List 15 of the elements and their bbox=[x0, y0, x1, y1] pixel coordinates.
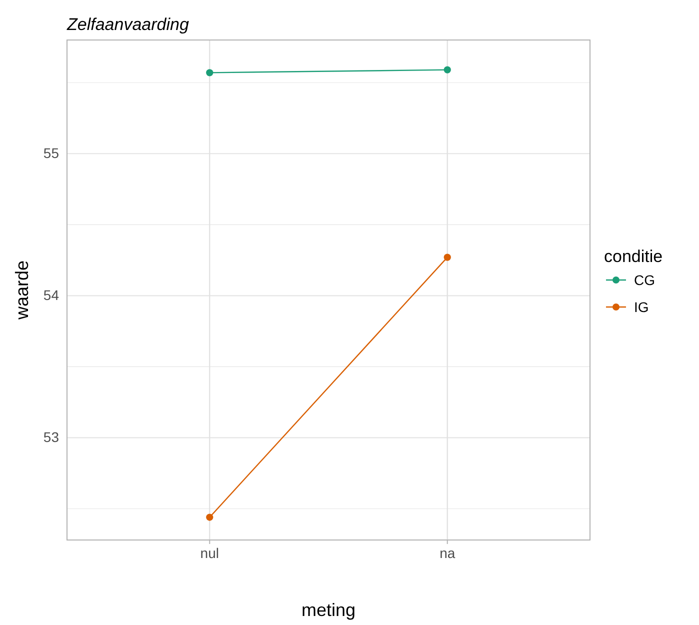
x-tick-label: na bbox=[440, 544, 456, 561]
y-axis-title: waarde bbox=[12, 260, 32, 321]
x-axis-title: meting bbox=[301, 600, 356, 620]
y-tick-label: 54 bbox=[43, 287, 60, 304]
point bbox=[206, 514, 214, 521]
point bbox=[444, 254, 451, 261]
point bbox=[206, 69, 214, 76]
point bbox=[444, 66, 451, 74]
x-tick-label: nul bbox=[200, 544, 219, 561]
y-tick-label: 53 bbox=[43, 429, 60, 446]
chart-title: Zelfaanvaarding bbox=[66, 15, 190, 34]
y-tick-label: 55 bbox=[43, 145, 60, 162]
legend-label: CG bbox=[634, 272, 655, 288]
legend-title: conditie bbox=[604, 247, 663, 266]
legend-label: IG bbox=[634, 299, 649, 315]
